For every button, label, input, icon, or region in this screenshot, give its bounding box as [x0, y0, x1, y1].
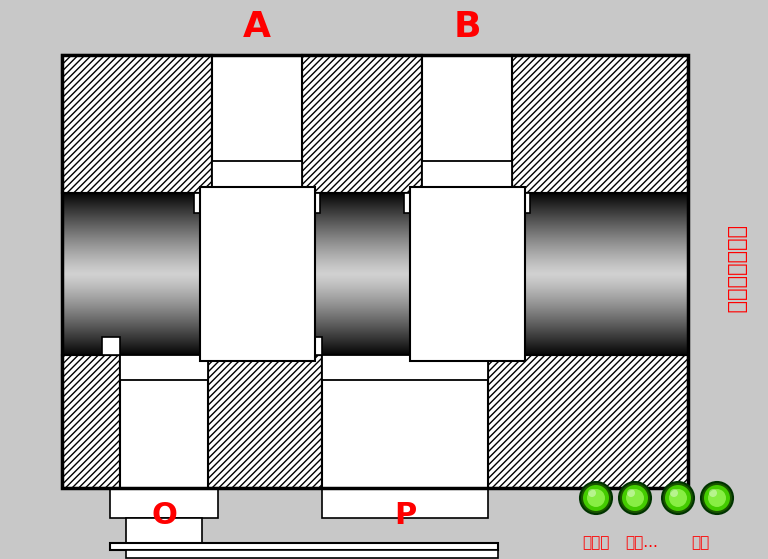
Bar	[322, 355, 488, 488]
Circle shape	[580, 482, 612, 514]
Bar	[322, 488, 488, 518]
Bar	[120, 355, 208, 488]
Bar	[488, 355, 688, 488]
Circle shape	[701, 482, 733, 514]
Bar	[194, 193, 212, 213]
Bar	[410, 187, 525, 361]
Text: 停止: 停止	[691, 536, 709, 551]
Bar	[126, 550, 498, 558]
Circle shape	[662, 482, 694, 514]
Text: P: P	[394, 500, 416, 529]
Bar	[404, 193, 422, 213]
Circle shape	[583, 485, 609, 511]
Bar	[302, 55, 422, 193]
Bar	[488, 337, 506, 355]
Bar	[322, 355, 488, 380]
Bar	[62, 55, 688, 488]
Circle shape	[708, 489, 726, 507]
Bar	[110, 543, 498, 550]
Circle shape	[622, 485, 648, 511]
Circle shape	[587, 489, 605, 507]
Bar	[208, 355, 322, 488]
Bar	[422, 55, 512, 193]
Text: 二位四通换向阀: 二位四通换向阀	[726, 226, 746, 314]
Circle shape	[704, 485, 730, 511]
Text: O: O	[151, 500, 177, 529]
Circle shape	[669, 489, 687, 507]
Circle shape	[626, 489, 644, 507]
Bar	[512, 55, 688, 193]
Bar	[200, 187, 315, 361]
Circle shape	[709, 489, 717, 497]
Text: A: A	[243, 10, 271, 44]
Circle shape	[588, 489, 596, 497]
Text: 工位...: 工位...	[626, 536, 658, 551]
Bar	[110, 488, 218, 518]
Bar	[208, 337, 226, 355]
Bar	[212, 55, 302, 193]
Text: 工位左: 工位左	[582, 536, 610, 551]
Bar	[62, 55, 212, 193]
Circle shape	[665, 485, 691, 511]
Bar	[120, 355, 208, 380]
Bar	[302, 193, 320, 213]
Bar	[102, 337, 120, 355]
Circle shape	[670, 489, 678, 497]
Bar	[62, 355, 120, 488]
Text: B: B	[453, 10, 481, 44]
Bar	[422, 161, 512, 193]
Circle shape	[627, 489, 635, 497]
Bar	[126, 518, 202, 543]
Circle shape	[619, 482, 651, 514]
Bar	[512, 193, 530, 213]
Bar	[304, 337, 322, 355]
Bar	[212, 161, 302, 193]
